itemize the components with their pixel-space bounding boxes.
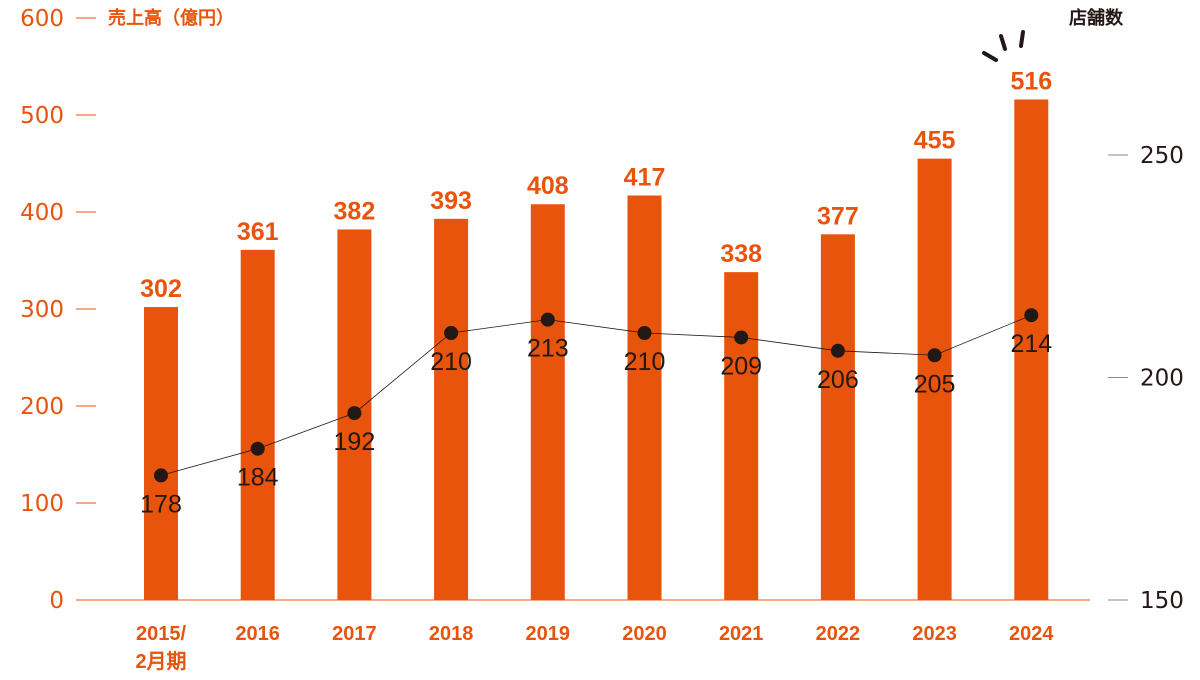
left-axis: 0 100 200 300 400 500 600 (20, 6, 96, 614)
line-point (927, 348, 942, 363)
left-tick-label: 200 (20, 394, 64, 420)
emphasis-stroke-1 (982, 51, 998, 62)
left-tick-label: 500 (20, 103, 64, 129)
category-label: 2022 (816, 623, 861, 645)
right-axis: 150 200 250 (1108, 143, 1184, 614)
bar-value-labels: 302 361 382 393 408 417 338 377 455 516 (140, 67, 1052, 303)
category-label: 2020 (622, 623, 667, 645)
line-point (250, 441, 265, 456)
category-label: 2015/ (136, 623, 186, 645)
bar (627, 195, 662, 600)
point-value-label: 210 (624, 348, 666, 376)
bar (530, 204, 565, 601)
left-tick-label: 400 (20, 200, 64, 226)
bar (724, 272, 759, 600)
bar-value-label: 338 (720, 240, 762, 268)
emphasis-marks (982, 30, 1025, 62)
bar (240, 249, 275, 600)
bar-value-label: 408 (527, 172, 569, 200)
bar-value-label: 455 (914, 127, 956, 155)
category-label: 2019 (526, 623, 571, 645)
line-point (637, 326, 652, 340)
emphasis-stroke-2 (999, 34, 1007, 51)
category-label: 2月期 (135, 650, 186, 673)
right-tick-label: 200 (1140, 366, 1184, 392)
bar (1014, 99, 1049, 600)
left-axis-title: 売上高（億円） (108, 7, 234, 29)
right-tick-label: 250 (1140, 143, 1184, 169)
store-count-line (160, 314, 1032, 476)
left-tick-label: 300 (20, 297, 64, 323)
emphasis-stroke-3 (1019, 30, 1025, 48)
point-value-label: 209 (720, 352, 762, 380)
line-series (160, 314, 1032, 476)
line-points (154, 308, 1039, 483)
category-label: 2024 (1009, 623, 1054, 645)
bar-value-label: 417 (624, 164, 666, 192)
bar (820, 234, 855, 600)
x-axis-categories: 2015/2月期 2016 2017 2018 2019 2020 2021 2022 2023… (135, 623, 1054, 673)
point-value-label: 184 (237, 464, 279, 492)
point-value-label: 210 (430, 348, 472, 376)
point-value-label: 205 (914, 370, 956, 398)
line-point (1024, 308, 1039, 323)
bar-value-label: 516 (1010, 67, 1052, 95)
left-tick-label: 0 (49, 588, 64, 614)
line-point (347, 406, 362, 421)
line-point (734, 330, 749, 345)
point-value-label: 213 (527, 335, 569, 363)
category-label: 2017 (332, 623, 377, 645)
bar-series (144, 99, 1049, 601)
bar (917, 158, 952, 600)
bar-value-label: 377 (817, 202, 859, 230)
right-tick-label: 150 (1140, 588, 1184, 614)
bar (434, 218, 469, 601)
line-point (154, 468, 168, 483)
category-label: 2021 (719, 623, 764, 645)
bar-value-label: 382 (334, 197, 376, 225)
category-label: 2023 (912, 623, 957, 645)
point-value-label: 206 (817, 366, 859, 394)
left-tick-label: 100 (20, 491, 64, 517)
line-value-labels: 178 184 192 210 213 210 209 206 205 214 (140, 330, 1052, 518)
category-label: 2016 (235, 623, 280, 645)
bar-value-label: 393 (430, 187, 472, 215)
line-point (830, 343, 845, 358)
bar (144, 307, 178, 600)
line-point (444, 326, 459, 340)
left-tick-label: 600 (20, 6, 64, 32)
point-value-label: 178 (140, 490, 182, 518)
point-value-label: 214 (1010, 330, 1052, 358)
bar-value-label: 302 (140, 275, 182, 303)
point-value-label: 192 (334, 428, 376, 456)
line-point (540, 312, 555, 327)
right-axis-title: 店舗数 (1069, 7, 1124, 29)
category-label: 2018 (429, 623, 474, 645)
bar-value-label: 361 (237, 218, 279, 246)
